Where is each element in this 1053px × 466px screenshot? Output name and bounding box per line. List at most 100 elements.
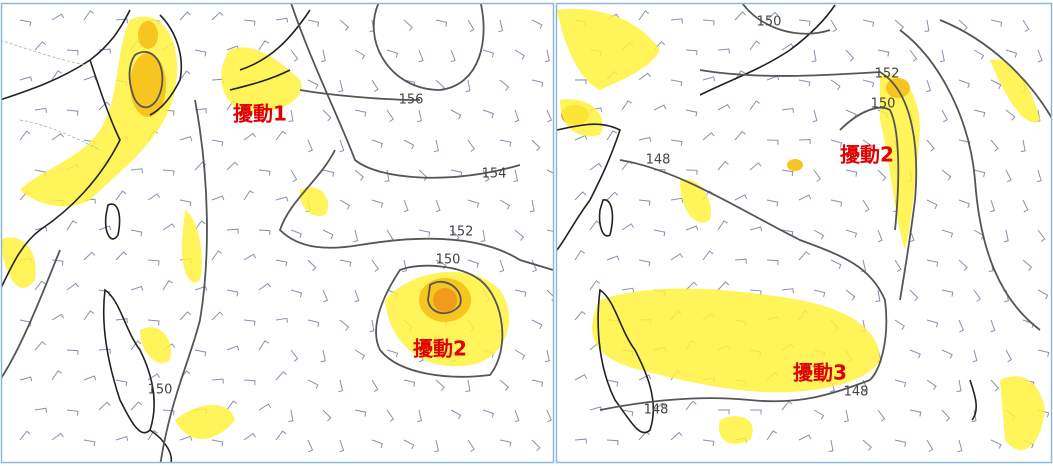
- wind-barb: [781, 43, 795, 51]
- wind-barb: [798, 79, 811, 87]
- wind-barb: [226, 289, 239, 297]
- wind-barb: [589, 162, 602, 171]
- wind-barb: [371, 259, 379, 272]
- wind-barb: [941, 229, 954, 238]
- wind-barb: [958, 199, 970, 209]
- wind-barb: [450, 409, 462, 420]
- wind-barb: [606, 255, 620, 261]
- wind-barb: [734, 194, 748, 201]
- wind-barb: [685, 225, 699, 231]
- wind-barb: [386, 409, 395, 422]
- wind-barb: [66, 409, 79, 416]
- wind-barb: [546, 409, 552, 423]
- rain-core: [138, 21, 158, 49]
- wind-barb: [258, 340, 269, 351]
- wind-barb: [514, 289, 527, 297]
- wind-barb: [354, 349, 366, 360]
- wind-barb: [1037, 349, 1050, 357]
- wind-barb: [354, 289, 360, 303]
- wind-barb: [529, 199, 535, 213]
- wind-barb: [717, 220, 728, 231]
- wind-barb: [115, 190, 127, 201]
- wind-barb: [828, 439, 834, 452]
- wind-barb: [685, 400, 697, 411]
- wind-barb: [1005, 169, 1012, 183]
- wind-barb: [130, 285, 144, 291]
- wind-barb: [179, 199, 192, 207]
- border: [2, 40, 101, 151]
- wind-barb: [531, 139, 541, 152]
- wind-barb: [574, 191, 587, 201]
- rain-area: [2, 237, 36, 288]
- wind-barb: [499, 199, 511, 210]
- wind-barb: [813, 409, 825, 420]
- wind-barb: [51, 370, 62, 381]
- wind-barb: [1022, 259, 1033, 271]
- wind-barb: [958, 19, 968, 32]
- wind-barb: [956, 379, 962, 393]
- wind-barb: [211, 378, 224, 384]
- wind-barb: [307, 319, 320, 327]
- wind-barb: [339, 319, 350, 331]
- rain-area: [990, 59, 1040, 123]
- wind-barb: [830, 79, 841, 91]
- wind-barb: [147, 430, 158, 441]
- wind-barb: [162, 409, 175, 416]
- wind-barb: [34, 341, 46, 351]
- wind-barb: [307, 259, 317, 272]
- wind-barb: [258, 403, 272, 411]
- wind-barb: [926, 199, 938, 210]
- wind-barb: [465, 379, 471, 392]
- wind-barb: [115, 435, 129, 441]
- wind-barb: [766, 199, 779, 207]
- wind-barb: [115, 379, 128, 387]
- wind-barb: [401, 259, 407, 273]
- wind-barb: [514, 349, 526, 360]
- wind-barb: [98, 289, 111, 297]
- wind-barb: [211, 439, 224, 447]
- wind-barb: [926, 319, 939, 328]
- disturbance-label: 擾動2: [413, 337, 467, 361]
- wind-barb: [34, 41, 47, 51]
- wind-barb: [702, 439, 715, 446]
- wind-barb: [843, 409, 849, 423]
- wind-barb: [653, 104, 667, 111]
- wind-barb: [450, 49, 456, 63]
- wind-barb: [939, 49, 945, 63]
- wind-barb: [322, 109, 332, 122]
- wind-barb: [98, 401, 111, 411]
- wind-barb: [435, 19, 448, 27]
- wind-barb: [717, 281, 730, 291]
- wind-barb: [34, 407, 48, 413]
- wind-barb: [766, 430, 778, 441]
- wind-barb: [354, 409, 367, 417]
- panel-frame: [0, 2, 555, 464]
- wind-barb: [717, 409, 730, 415]
- wind-barb: [307, 379, 319, 390]
- wind-barb: [1005, 49, 1018, 58]
- wind-barb: [480, 229, 486, 242]
- wind-barb: [670, 18, 683, 24]
- wind-barb: [877, 49, 890, 57]
- wind-barb: [147, 193, 161, 201]
- wind-barb: [813, 169, 821, 182]
- wind-barb: [958, 259, 968, 271]
- wind-barb: [465, 79, 471, 93]
- wind-barb: [275, 317, 288, 323]
- wind-barb: [499, 79, 510, 91]
- wind-barb: [830, 139, 843, 148]
- wind-barb: [258, 282, 271, 291]
- wind-barb: [290, 229, 302, 239]
- wind-barb: [958, 319, 965, 333]
- contour: [128, 50, 164, 109]
- wind-barb: [435, 199, 441, 213]
- wind-barb: [258, 169, 271, 176]
- wind-barb: [403, 19, 413, 32]
- wind-barb: [322, 169, 335, 177]
- wind-barb: [749, 289, 762, 296]
- wind-barb: [749, 162, 762, 171]
- wind-barb: [194, 49, 207, 57]
- wind-barb: [574, 250, 585, 261]
- wind-barb: [685, 109, 698, 117]
- wind-barb: [211, 250, 223, 261]
